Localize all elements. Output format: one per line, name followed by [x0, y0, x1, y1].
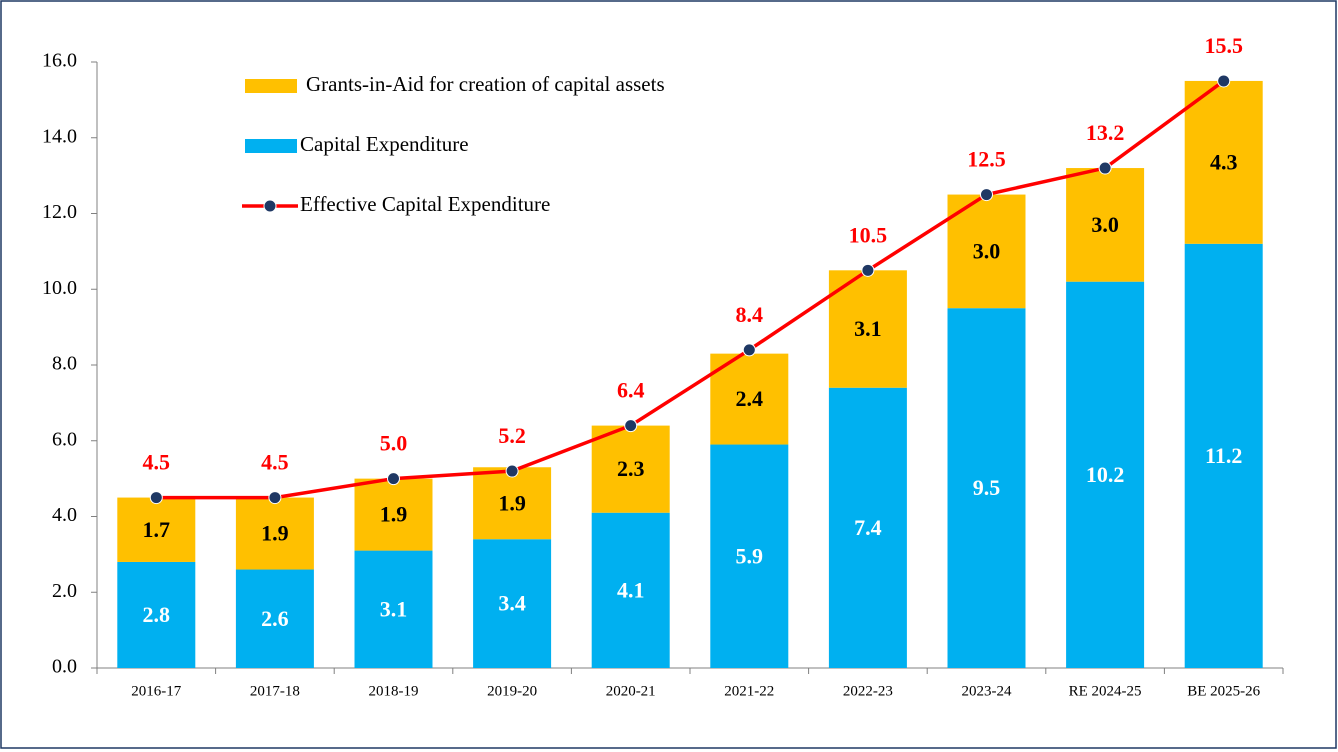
x-tick-label: 2019-20 — [487, 683, 537, 699]
data-label: 3.0 — [973, 238, 1001, 263]
bar-segment — [947, 308, 1026, 668]
data-label: 3.4 — [498, 591, 526, 616]
bar-segment — [235, 497, 314, 570]
y-tick-label: 6.0 — [52, 428, 77, 450]
y-tick-label: 4.0 — [52, 504, 77, 526]
legend-label: Effective Capital Expenditure — [300, 192, 550, 216]
bar-segment — [235, 569, 314, 668]
data-label: 15.5 — [1204, 33, 1243, 58]
data-label: 1.7 — [143, 517, 171, 542]
data-label: 12.5 — [967, 147, 1006, 172]
bar-segment — [117, 497, 196, 562]
data-label: 7.4 — [854, 515, 882, 540]
data-label: 1.9 — [498, 490, 526, 515]
x-tick-label: RE 2024-25 — [1069, 683, 1142, 699]
data-label: 4.3 — [1210, 149, 1238, 174]
bar-segment — [710, 353, 789, 445]
x-tick-label: 2016-17 — [131, 683, 181, 699]
data-label: 4.1 — [617, 577, 645, 602]
marker — [624, 419, 638, 433]
y-tick-label: 14.0 — [42, 125, 77, 147]
data-label: 2.6 — [261, 606, 289, 631]
legend-swatch — [245, 79, 297, 93]
marker — [505, 464, 519, 478]
data-label: 9.5 — [973, 475, 1001, 500]
x-tick-label: 2023-24 — [962, 683, 1012, 699]
bar-segment — [828, 387, 907, 668]
bar-segment — [1066, 281, 1145, 668]
bar-segment — [473, 539, 552, 668]
data-label: 3.0 — [1091, 212, 1119, 237]
data-label: 1.9 — [380, 502, 408, 527]
data-label: 2.8 — [143, 602, 171, 627]
y-tick-label: 8.0 — [52, 353, 77, 375]
data-label: 10.5 — [849, 222, 888, 247]
legend-label: Capital Expenditure — [300, 132, 469, 156]
data-label: 2.4 — [736, 386, 764, 411]
marker — [861, 263, 875, 277]
bar-segment — [591, 425, 670, 513]
x-tick-label: BE 2025-26 — [1187, 683, 1260, 699]
data-label: 8.4 — [736, 302, 764, 327]
data-label: 5.0 — [380, 431, 408, 456]
data-label: 4.5 — [143, 450, 171, 475]
data-label: 2.3 — [617, 456, 645, 481]
bar-segment — [117, 561, 196, 668]
bar-segment — [591, 512, 670, 668]
legend-marker — [263, 199, 277, 213]
line — [156, 79, 1225, 500]
bar-segment — [473, 467, 552, 540]
bar-segment — [354, 478, 433, 551]
y-tick-label: 10.0 — [42, 277, 77, 299]
data-label: 11.2 — [1205, 443, 1242, 468]
x-tick-label: 2018-19 — [369, 683, 419, 699]
x-tick-label: 2020-21 — [606, 683, 656, 699]
y-tick-label: 16.0 — [42, 50, 77, 72]
data-label: 10.2 — [1086, 462, 1125, 487]
marker — [387, 472, 400, 486]
bar-segment — [354, 550, 433, 668]
marker — [268, 491, 282, 505]
y-tick-label: 0.0 — [52, 656, 77, 678]
marker — [980, 188, 993, 202]
data-label: 3.1 — [854, 316, 882, 341]
legend-swatch — [245, 139, 297, 153]
x-tick-label: 2022-23 — [843, 683, 893, 699]
y-tick-label: 12.0 — [42, 201, 77, 223]
data-label: 4.5 — [261, 450, 289, 475]
bar-segment — [1066, 168, 1145, 282]
data-label: 5.2 — [498, 423, 526, 448]
marker — [742, 343, 756, 357]
marker — [149, 491, 163, 505]
y-tick-label: 2.0 — [52, 580, 77, 602]
bar-segment — [1184, 80, 1263, 244]
bar-segment — [947, 194, 1026, 309]
data-label: 5.9 — [736, 543, 764, 568]
data-label: 3.1 — [380, 596, 408, 621]
marker — [1217, 74, 1231, 88]
data-label: 13.2 — [1086, 120, 1125, 145]
bar-segment — [828, 270, 907, 388]
x-tick-label: 2021-22 — [724, 683, 774, 699]
marker — [1098, 161, 1112, 175]
bar-segment — [1184, 243, 1263, 669]
data-label: 6.4 — [617, 378, 645, 403]
data-label: 1.9 — [261, 521, 289, 546]
x-tick-label: 2017-18 — [250, 683, 300, 699]
legend-label: Grants-in-Aid for creation of capital as… — [306, 72, 665, 96]
bar-segment — [710, 444, 789, 668]
